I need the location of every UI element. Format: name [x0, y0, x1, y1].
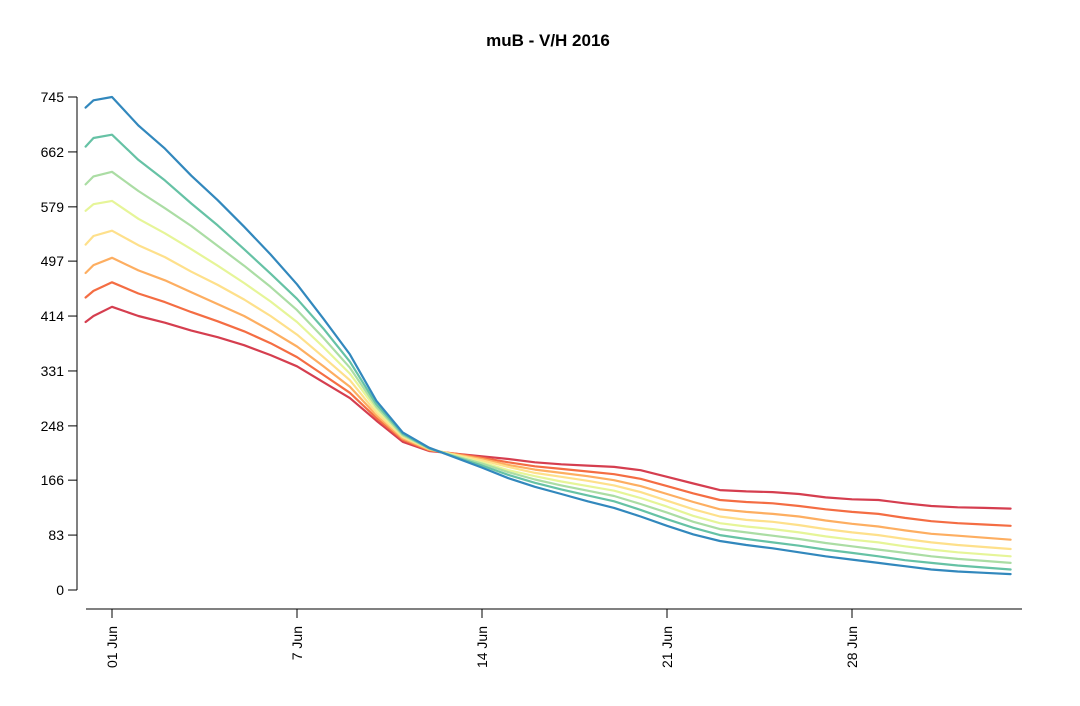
- plot-lines: [84, 95, 1012, 576]
- y-tick-label: 414: [41, 308, 65, 324]
- y-tick-label: 0: [56, 582, 64, 598]
- series-line-2: [84, 281, 1012, 527]
- series-line-8: [84, 95, 1012, 576]
- y-tick-label: 166: [41, 472, 65, 488]
- y-axis: 0 83 166 248 331 414 497 579 662 745: [41, 89, 78, 598]
- y-tick-label: 579: [41, 199, 65, 215]
- y-tick-label: 248: [41, 418, 65, 434]
- series-line-6: [84, 170, 1012, 565]
- x-tick-label: 28 Jun: [844, 626, 860, 668]
- x-tick-label: 7 Jun: [289, 626, 305, 660]
- x-tick-label: 01 Jun: [104, 626, 120, 668]
- chart-title: muB - V/H 2016: [486, 31, 610, 50]
- x-tick-label: 21 Jun: [659, 626, 675, 668]
- y-tick-label: 497: [41, 253, 65, 269]
- series-line-7: [84, 133, 1012, 571]
- series-line-1: [84, 305, 1012, 510]
- y-tick-label: 745: [41, 89, 65, 105]
- x-tick-label: 14 Jun: [474, 626, 490, 668]
- series-line-3: [84, 256, 1012, 541]
- x-axis: 01 Jun 7 Jun 14 Jun 21 Jun 28 Jun: [86, 608, 1022, 668]
- y-tick-label: 331: [41, 363, 65, 379]
- series-line-4: [84, 229, 1012, 551]
- series-line-5: [84, 199, 1012, 558]
- y-tick-label: 83: [48, 527, 64, 543]
- y-tick-label: 662: [41, 144, 65, 160]
